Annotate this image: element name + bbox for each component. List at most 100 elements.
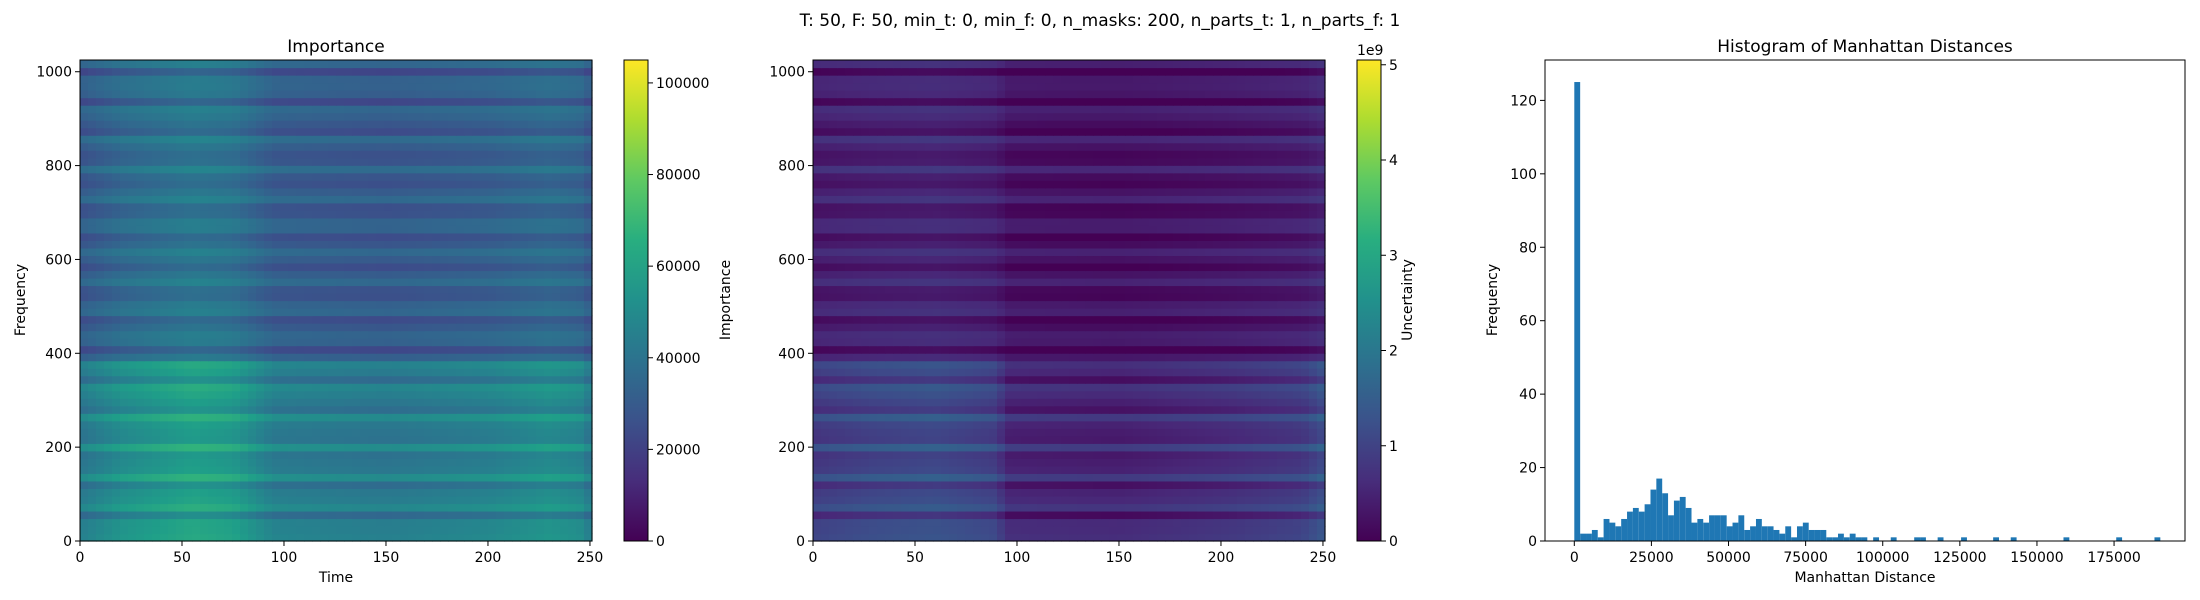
heatmap-cell xyxy=(400,240,409,249)
heatmap-cell xyxy=(544,187,553,196)
heatmap-cell xyxy=(224,240,233,249)
heatmap-cell xyxy=(104,112,113,121)
heatmap-cell xyxy=(168,277,177,287)
heatmap-cell xyxy=(360,157,369,166)
heatmap-cell xyxy=(416,315,425,324)
heatmap-cell xyxy=(344,202,353,211)
heatmap-cell xyxy=(1125,443,1134,452)
heatmap-cell xyxy=(512,510,521,520)
heatmap-cell xyxy=(344,420,353,429)
heatmap-cell xyxy=(240,120,249,129)
heatmap-cell xyxy=(1189,488,1198,497)
heatmap-cell xyxy=(160,525,169,535)
heatmap-cell xyxy=(520,187,529,196)
heatmap-cell xyxy=(448,450,457,459)
heatmap-cell xyxy=(120,315,129,324)
heatmap-cell xyxy=(112,180,121,189)
heatmap-cell xyxy=(200,405,209,414)
heatmap-cell xyxy=(368,488,377,497)
heatmap-cell xyxy=(312,142,321,151)
heatmap-cell xyxy=(344,292,353,302)
heatmap-cell xyxy=(408,480,417,489)
heatmap-cell xyxy=(1037,458,1046,467)
heatmap-cell xyxy=(352,277,361,287)
heatmap-cell xyxy=(232,150,241,159)
heatmap-cell xyxy=(1301,525,1310,535)
heatmap-cell xyxy=(344,195,353,204)
heatmap-cell xyxy=(536,450,545,459)
heatmap-cell xyxy=(440,187,449,196)
heatmap-cell xyxy=(296,172,305,181)
heatmap-cell xyxy=(152,202,161,211)
heatmap-cell xyxy=(96,210,105,219)
heatmap-cell xyxy=(272,135,281,144)
heatmap-cell xyxy=(432,480,441,489)
heatmap-cell xyxy=(488,323,497,332)
heatmap-cell xyxy=(528,375,537,384)
heatmap-cell xyxy=(560,495,569,505)
heatmap-cell xyxy=(96,277,105,287)
heatmap-cell xyxy=(813,518,822,527)
heatmap-cell xyxy=(368,480,377,489)
heatmap-cell xyxy=(344,413,353,422)
heatmap-cell xyxy=(440,443,449,452)
heatmap-cell xyxy=(368,428,377,437)
heatmap-cell xyxy=(1029,533,1038,542)
heatmap-cell xyxy=(240,488,249,497)
heatmap-cell xyxy=(320,292,329,302)
heatmap-cell xyxy=(464,105,473,114)
heatmap-cell xyxy=(512,405,521,414)
heatmap-cell xyxy=(448,105,457,114)
heatmap-cell xyxy=(408,383,417,392)
heatmap-cell xyxy=(496,97,505,106)
heatmap-cell xyxy=(973,503,982,512)
heatmap-cell xyxy=(520,323,529,332)
x-tick-label: 100 xyxy=(271,550,298,566)
heatmap-cell xyxy=(997,495,1006,505)
heatmap-cell xyxy=(1077,518,1086,527)
heatmap-cell xyxy=(288,180,297,189)
heatmap-cell xyxy=(584,420,593,429)
heatmap-cell xyxy=(280,368,289,377)
heatmap-cell xyxy=(392,428,401,437)
heatmap-cell xyxy=(232,465,241,474)
heatmap-cell xyxy=(576,127,585,136)
heatmap-cell xyxy=(256,413,265,422)
heatmap-cell xyxy=(1125,465,1134,474)
heatmap-cell xyxy=(1285,533,1294,542)
heatmap-cell xyxy=(456,157,465,166)
heatmap-cell xyxy=(160,157,169,166)
heatmap-cell xyxy=(973,525,982,535)
heatmap-cell xyxy=(1141,473,1150,482)
heatmap-cell xyxy=(1277,443,1286,452)
heatmap-cell xyxy=(264,255,273,264)
heatmap-cell xyxy=(989,495,998,505)
heatmap-cell xyxy=(1117,518,1126,527)
heatmap-cell xyxy=(304,180,313,189)
heatmap-cell xyxy=(320,150,329,159)
heatmap-cell xyxy=(909,510,918,520)
heatmap-cell xyxy=(837,525,846,535)
heatmap-cell xyxy=(584,157,593,166)
heatmap-cell xyxy=(200,247,209,257)
heatmap-cell xyxy=(536,390,545,399)
heatmap-cell xyxy=(917,533,926,542)
heatmap-cell xyxy=(272,353,281,362)
heatmap-cell xyxy=(344,225,353,234)
heatmap-cell xyxy=(128,510,137,520)
heatmap-cell xyxy=(496,465,505,474)
heatmap-cell xyxy=(320,308,329,317)
heatmap-cell xyxy=(240,360,249,369)
heatmap-cell xyxy=(304,82,313,91)
heatmap-cell xyxy=(392,270,401,279)
heatmap-cell xyxy=(352,127,361,136)
heatmap-cell xyxy=(264,217,273,226)
heatmap-cell xyxy=(536,480,545,489)
heatmap-cell xyxy=(264,285,273,294)
heatmap-cell xyxy=(1133,488,1142,497)
heatmap-cell xyxy=(96,135,105,144)
heatmap-cell xyxy=(256,315,265,324)
heatmap-cell xyxy=(240,247,249,257)
heatmap-cell xyxy=(1013,503,1022,512)
heatmap-cell xyxy=(376,247,385,257)
